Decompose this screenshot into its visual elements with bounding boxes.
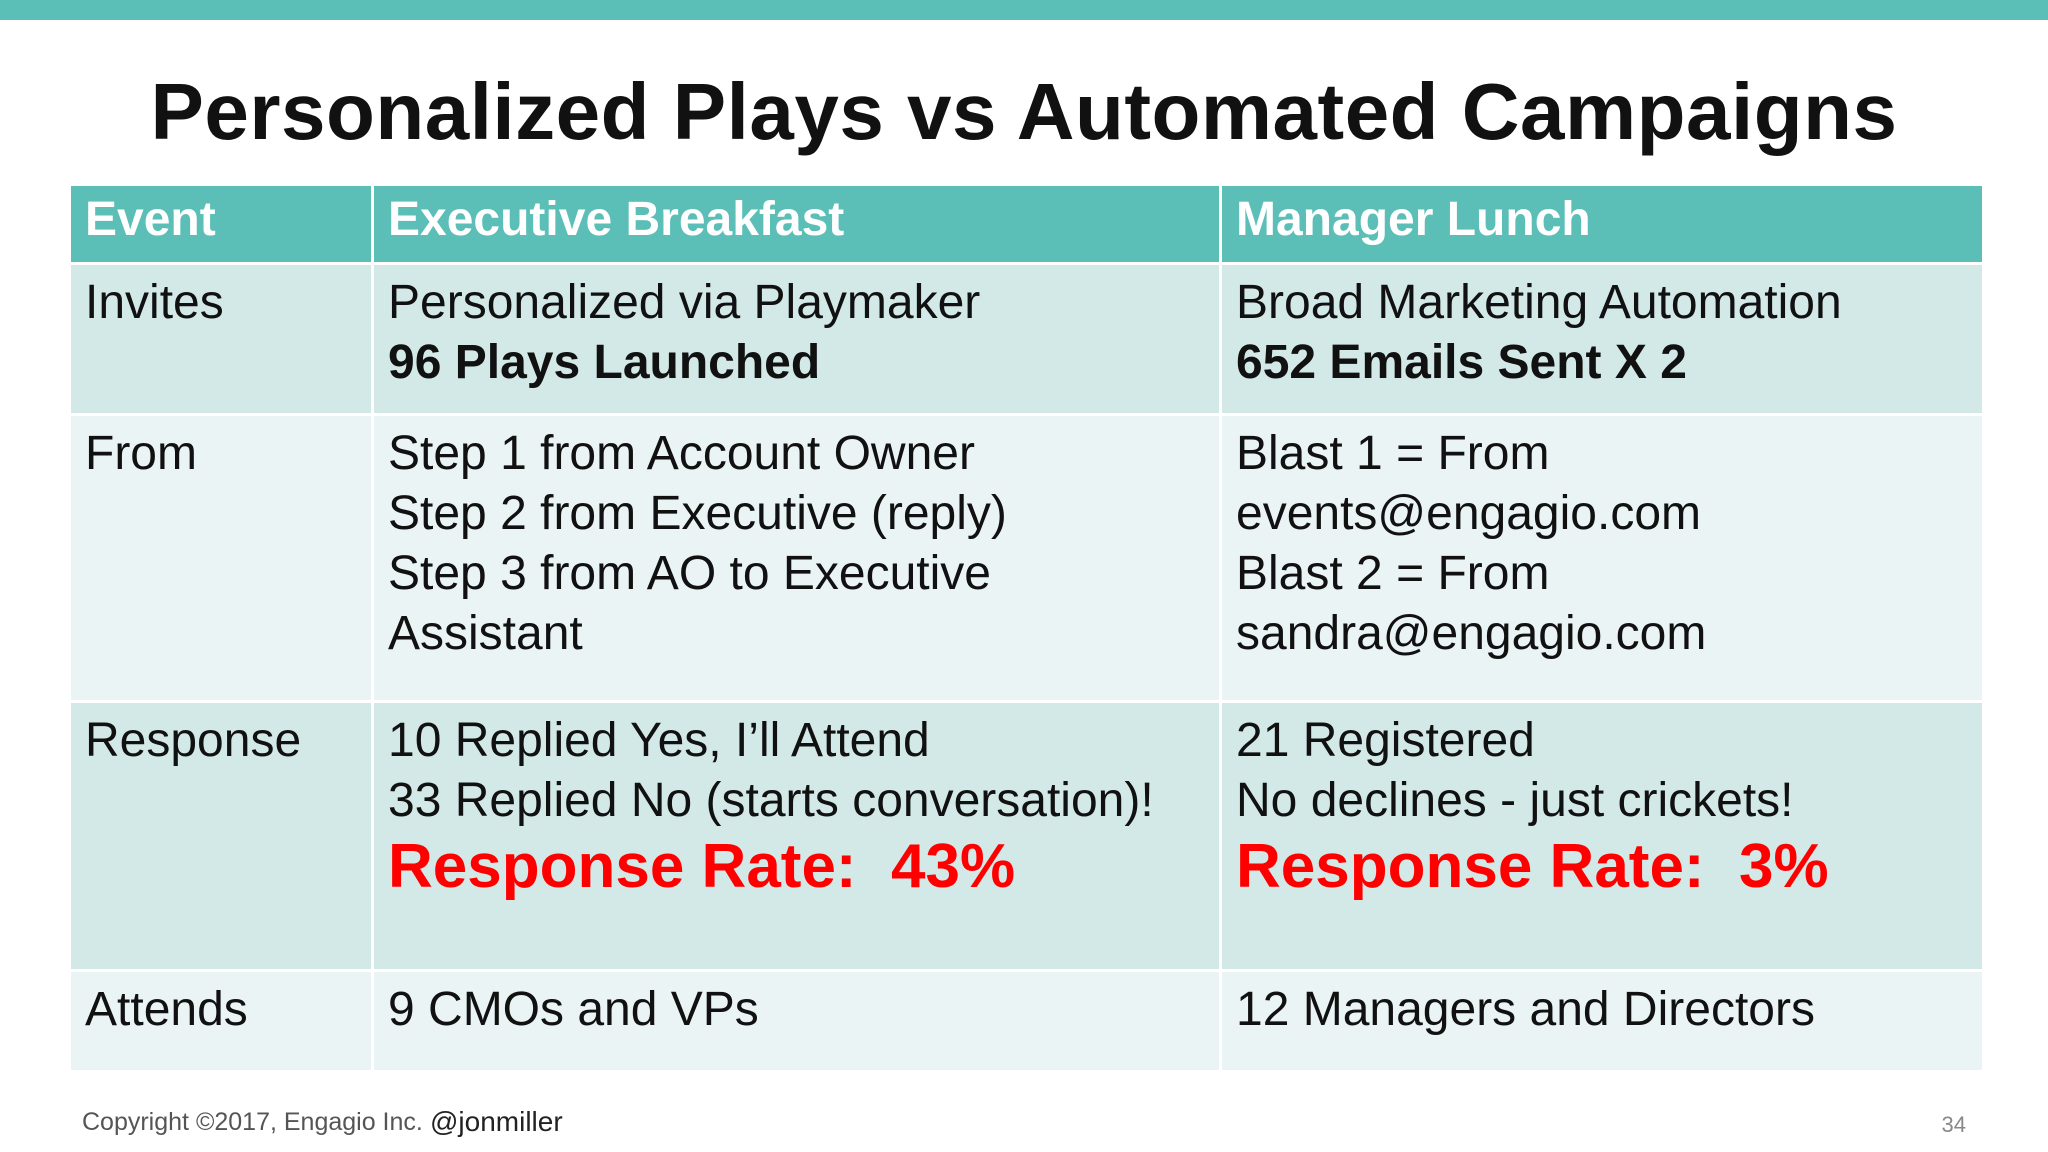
- table-header-row: Event Executive Breakfast Manager Lunch: [68, 183, 1985, 265]
- header-manager-lunch: Manager Lunch: [1219, 183, 1985, 265]
- footer-copyright: Copyright ©2017, Engagio Inc.: [82, 1108, 423, 1136]
- response-rate-highlight: Response Rate: 3%: [1236, 832, 1829, 901]
- row-label: Invites: [68, 262, 374, 416]
- manager-lunch-cell: Blast 1 = From events@engagio.com Blast …: [1219, 413, 1985, 703]
- cell-line: events@engagio.com: [1236, 487, 1701, 540]
- cell-line: Step 1 from Account Owner: [388, 427, 975, 480]
- cell-line: Blast 1 = From: [1236, 427, 1550, 480]
- response-rate-highlight: Response Rate: 43%: [388, 832, 1016, 901]
- header-event: Event: [68, 183, 374, 265]
- manager-lunch-cell: Broad Marketing Automation 652 Emails Se…: [1219, 262, 1985, 416]
- table-row-attends: Attends 9 CMOs and VPs 12 Managers and D…: [68, 969, 1985, 1073]
- cell-line: Blast 2 = From: [1236, 547, 1550, 600]
- cell-line: sandra@engagio.com: [1236, 607, 1707, 660]
- top-accent-bar: [0, 0, 2048, 20]
- executive-breakfast-cell: 9 CMOs and VPs: [371, 969, 1222, 1073]
- comparison-table: Event Executive Breakfast Manager Lunch …: [68, 183, 1985, 1073]
- cell-line: 12 Managers and Directors: [1236, 983, 1815, 1036]
- cell-line: Assistant: [388, 607, 583, 660]
- table-row-from: From Step 1 from Account Owner Step 2 fr…: [68, 413, 1985, 703]
- executive-breakfast-cell: Personalized via Playmaker 96 Plays Laun…: [371, 262, 1222, 416]
- cell-line: Broad Marketing Automation: [1236, 276, 1842, 329]
- manager-lunch-cell: 21 Registered No declines - just cricket…: [1219, 700, 1985, 972]
- cell-line: 21 Registered: [1236, 714, 1535, 767]
- slide-title: Personalized Plays vs Automated Campaign…: [150, 67, 1898, 156]
- row-label: From: [68, 413, 374, 703]
- slide-number: 34: [1941, 1112, 1966, 1137]
- table-row-invites: Invites Personalized via Playmaker 96 Pl…: [68, 262, 1985, 416]
- cell-line: No declines - just crickets!: [1236, 774, 1794, 827]
- table-row-response: Response 10 Replied Yes, I’ll Attend 33 …: [68, 700, 1985, 972]
- cell-line: 9 CMOs and VPs: [388, 983, 759, 1036]
- cell-line: Step 2 from Executive (reply): [388, 487, 1007, 540]
- manager-lunch-cell: 12 Managers and Directors: [1219, 969, 1985, 1073]
- cell-line: 33 Replied No (starts conversation)!: [388, 774, 1154, 827]
- executive-breakfast-cell: Step 1 from Account Owner Step 2 from Ex…: [371, 413, 1222, 703]
- cell-line: Step 3 from AO to Executive: [388, 547, 991, 600]
- cell-line: Personalized via Playmaker: [388, 276, 981, 329]
- cell-line-emphasis: 96 Plays Launched: [388, 336, 821, 389]
- row-label: Response: [68, 700, 374, 972]
- row-label: Attends: [68, 969, 374, 1073]
- footer-handle: @jonmiller: [430, 1106, 563, 1137]
- cell-line: 10 Replied Yes, I’ll Attend: [388, 714, 930, 767]
- cell-line-emphasis: 652 Emails Sent X 2: [1236, 336, 1687, 389]
- header-executive-breakfast: Executive Breakfast: [371, 183, 1222, 265]
- executive-breakfast-cell: 10 Replied Yes, I’ll Attend 33 Replied N…: [371, 700, 1222, 972]
